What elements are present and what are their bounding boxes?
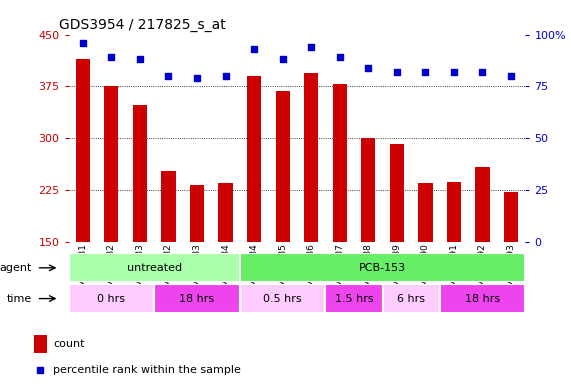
Point — [392, 69, 401, 75]
Text: 18 hrs: 18 hrs — [179, 293, 215, 304]
Text: untreated: untreated — [127, 263, 182, 273]
Bar — [162, 171, 176, 242]
Point — [135, 56, 144, 63]
Bar — [361, 138, 376, 242]
Point — [478, 69, 487, 75]
Bar — [325, 284, 383, 313]
Point — [107, 54, 116, 60]
Text: PCB-153: PCB-153 — [359, 263, 406, 273]
Bar — [34, 335, 47, 353]
Point — [421, 69, 430, 75]
Point — [250, 46, 259, 52]
Text: percentile rank within the sample: percentile rank within the sample — [53, 365, 241, 375]
Bar — [304, 73, 319, 242]
Point — [449, 69, 459, 75]
Point — [506, 73, 516, 79]
Bar — [418, 183, 433, 242]
Text: 1.5 hrs: 1.5 hrs — [335, 293, 373, 304]
Point — [221, 73, 230, 79]
Point — [192, 75, 202, 81]
Bar — [476, 167, 490, 242]
Point — [364, 65, 373, 71]
Bar — [390, 144, 404, 242]
Bar — [447, 182, 461, 242]
Text: count: count — [53, 339, 85, 349]
Bar — [240, 284, 325, 313]
Point — [278, 56, 287, 63]
Bar — [247, 76, 262, 242]
Text: 18 hrs: 18 hrs — [465, 293, 500, 304]
Text: 6 hrs: 6 hrs — [397, 293, 425, 304]
Bar — [276, 91, 290, 242]
Bar — [383, 284, 440, 313]
Text: GDS3954 / 217825_s_at: GDS3954 / 217825_s_at — [59, 18, 226, 32]
Bar — [69, 253, 240, 282]
Bar — [75, 59, 90, 242]
Bar — [332, 84, 347, 242]
Point — [307, 44, 316, 50]
Point — [388, 262, 397, 268]
Text: 0 hrs: 0 hrs — [97, 293, 126, 304]
Point — [335, 54, 344, 60]
Bar — [69, 284, 154, 313]
Bar — [154, 284, 240, 313]
Text: time: time — [7, 293, 32, 304]
Text: agent: agent — [0, 263, 32, 273]
Text: 0.5 hrs: 0.5 hrs — [263, 293, 302, 304]
Point — [78, 40, 87, 46]
Bar — [190, 185, 204, 242]
Point — [164, 73, 173, 79]
Bar — [132, 105, 147, 242]
Bar — [219, 183, 233, 242]
Bar — [504, 192, 518, 242]
Bar — [440, 284, 525, 313]
Bar — [240, 253, 525, 282]
Bar — [104, 86, 119, 242]
